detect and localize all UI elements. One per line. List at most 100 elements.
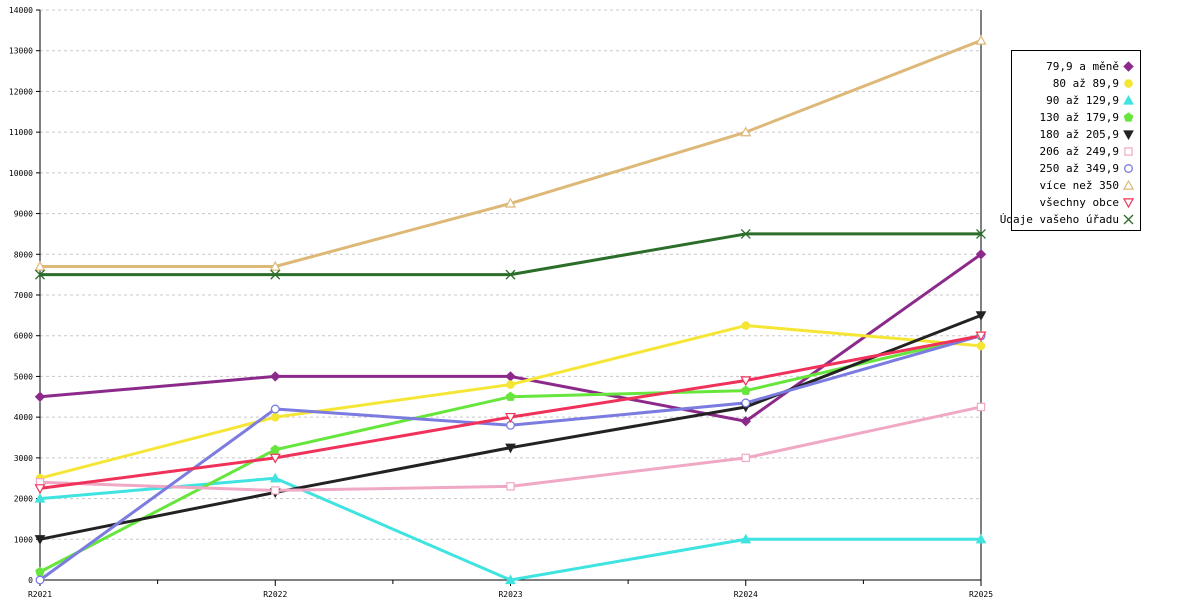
data-point (1124, 147, 1133, 156)
series-line-2 (39, 324, 982, 480)
data-point (270, 404, 280, 414)
legend-marker (1123, 180, 1134, 190)
legend-item: všechny obce (1040, 194, 1134, 211)
data-point (975, 34, 987, 45)
x-tick-label: R2025 (969, 590, 993, 599)
data-point (976, 341, 986, 351)
legend-label: 206 až 249,9 (1039, 145, 1119, 158)
x-tick-label: R2023 (498, 590, 522, 599)
legend-label: 79,9 a měně (1046, 60, 1119, 73)
data-point (269, 453, 281, 464)
data-point (1124, 79, 1133, 88)
y-tick-label: 3000 (14, 454, 33, 463)
legend-item: 79,9 a měně (1046, 58, 1134, 75)
data-point (1123, 198, 1134, 208)
data-point (741, 398, 751, 408)
marker-stroke (505, 269, 516, 280)
legend-item: 130 až 179,9 (1040, 109, 1134, 126)
data-point (975, 331, 987, 342)
data-point (34, 484, 46, 495)
y-tick-label: 1000 (14, 535, 33, 544)
data-point (270, 371, 281, 382)
data-point (505, 443, 516, 454)
data-point (1123, 214, 1134, 225)
y-tick-label: 12000 (9, 87, 33, 96)
data-point (34, 391, 46, 402)
legend-marker (1124, 164, 1133, 173)
legend-marker (1124, 79, 1133, 88)
legend-item: Údaje vašeho úřadu (1000, 211, 1134, 228)
data-point (269, 260, 281, 271)
marker-stroke (976, 228, 986, 239)
data-point (505, 574, 516, 585)
marker-stroke (270, 269, 281, 280)
y-tick-label: 0 (28, 576, 33, 585)
data-point (504, 412, 517, 423)
data-point (1124, 164, 1133, 173)
data-point (34, 535, 46, 545)
marker-stroke (1123, 214, 1134, 225)
data-point (1123, 130, 1134, 140)
legend-marker (1123, 95, 1134, 105)
data-point (975, 249, 987, 260)
y-tick-label: 14000 (9, 6, 33, 15)
legend-marker (1123, 61, 1134, 72)
legend-label: Údaje vašeho úřadu (999, 213, 1119, 226)
y-tick-label: 8000 (14, 250, 33, 259)
data-point (1123, 95, 1134, 105)
data-point (741, 321, 751, 330)
x-tick-label: R2024 (734, 590, 758, 599)
y-tick-label: 10000 (9, 169, 33, 178)
legend-marker (1123, 112, 1134, 122)
data-point (270, 269, 281, 280)
series-line-9 (39, 334, 982, 490)
y-tick-label: 9000 (14, 210, 33, 219)
data-point (975, 311, 987, 321)
data-point (505, 391, 516, 401)
data-point (35, 269, 45, 280)
data-point (740, 126, 752, 137)
data-point (740, 416, 751, 427)
data-point (1123, 180, 1134, 190)
legend-item: 206 až 249,9 (1040, 143, 1134, 160)
legend-item: 250 až 349,9 (1040, 160, 1134, 177)
marker-stroke (740, 228, 751, 239)
y-tick-label: 2000 (14, 495, 33, 504)
data-point (740, 385, 751, 395)
data-point (740, 228, 751, 239)
legend-label: 250 až 349,9 (1039, 162, 1119, 175)
data-point (505, 371, 516, 382)
data-point (34, 493, 46, 503)
y-tick-label: 11000 (9, 128, 33, 137)
legend-marker (1123, 214, 1134, 225)
legend-label: 90 až 129,9 (1046, 94, 1119, 107)
data-point (506, 380, 515, 389)
data-point (506, 482, 515, 491)
data-point (34, 260, 46, 271)
legend-item: 90 až 129,9 (1046, 92, 1134, 109)
legend: 79,9 a měně 80 až 89,9 90 až 129,9 130 až 1… (1000, 50, 1141, 231)
legend-label: všechny obce (1039, 196, 1119, 209)
y-tick-label: 5000 (14, 372, 33, 381)
y-tick-label: 6000 (14, 332, 33, 341)
data-point (270, 412, 280, 422)
data-point (1123, 61, 1134, 72)
data-point (740, 533, 752, 544)
data-point (976, 228, 986, 239)
data-point (505, 269, 516, 280)
data-point (271, 486, 280, 495)
data-point (741, 453, 750, 463)
legend-item: 80 až 89,9 (1053, 75, 1134, 92)
data-point (504, 197, 517, 208)
y-tick-label: 4000 (14, 413, 33, 422)
legend-label: více než 350 (1039, 179, 1119, 192)
legend-label: 130 až 179,9 (1039, 111, 1119, 124)
y-tick-label: 7000 (14, 291, 33, 300)
data-point (975, 533, 987, 544)
legend-marker (1123, 130, 1134, 140)
data-point (35, 575, 45, 585)
legend-label: 80 až 89,9 (1052, 77, 1119, 90)
data-point (740, 376, 752, 387)
data-point (270, 444, 281, 454)
